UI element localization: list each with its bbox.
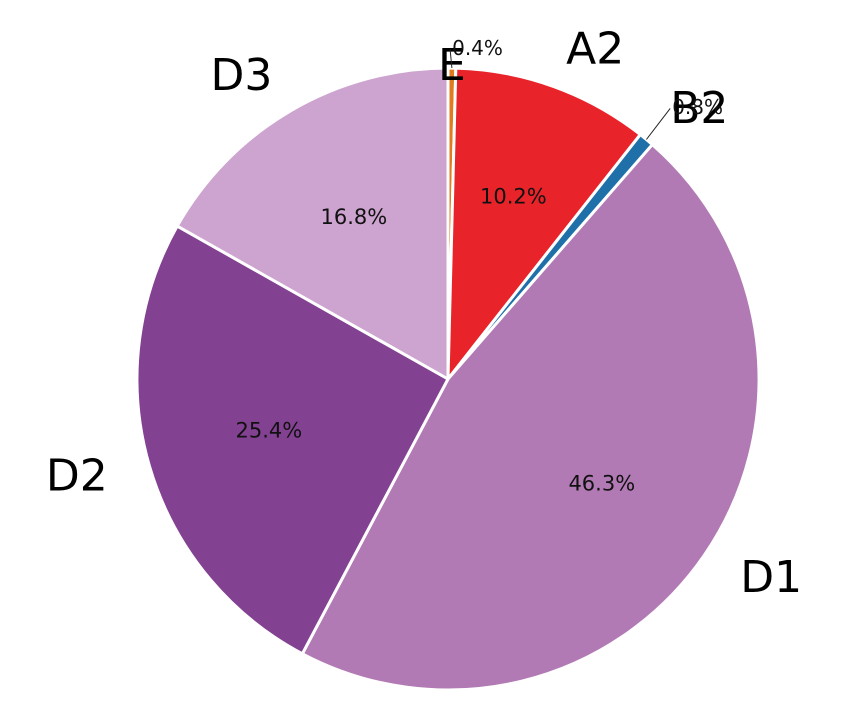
leader-line-e	[449, 49, 453, 69]
slice-percent-b2: 0.8%	[672, 95, 723, 119]
slice-label-a2: A2	[566, 23, 624, 74]
slice-label-d3: D3	[211, 50, 273, 101]
slice-label-d2: D2	[46, 451, 108, 502]
pie-slice-d3	[175, 66, 450, 381]
slice-label-b2: B2	[670, 83, 728, 134]
pie-slice-d1	[300, 143, 761, 692]
leader-line-b2	[646, 108, 671, 140]
pie-slices	[135, 66, 761, 692]
slice-label-d1: D1	[740, 552, 802, 603]
slice-percent-d2: 25.4%	[236, 418, 303, 442]
slice-percent-d1: 46.3%	[568, 472, 635, 496]
slice-percent-a2: 10.2%	[480, 185, 547, 209]
pie-slice-a2	[446, 66, 642, 381]
slice-percent-d3: 16.8%	[321, 205, 388, 229]
pie-slice-d2	[135, 224, 450, 656]
slice-percent-e: 0.4%	[452, 36, 503, 60]
